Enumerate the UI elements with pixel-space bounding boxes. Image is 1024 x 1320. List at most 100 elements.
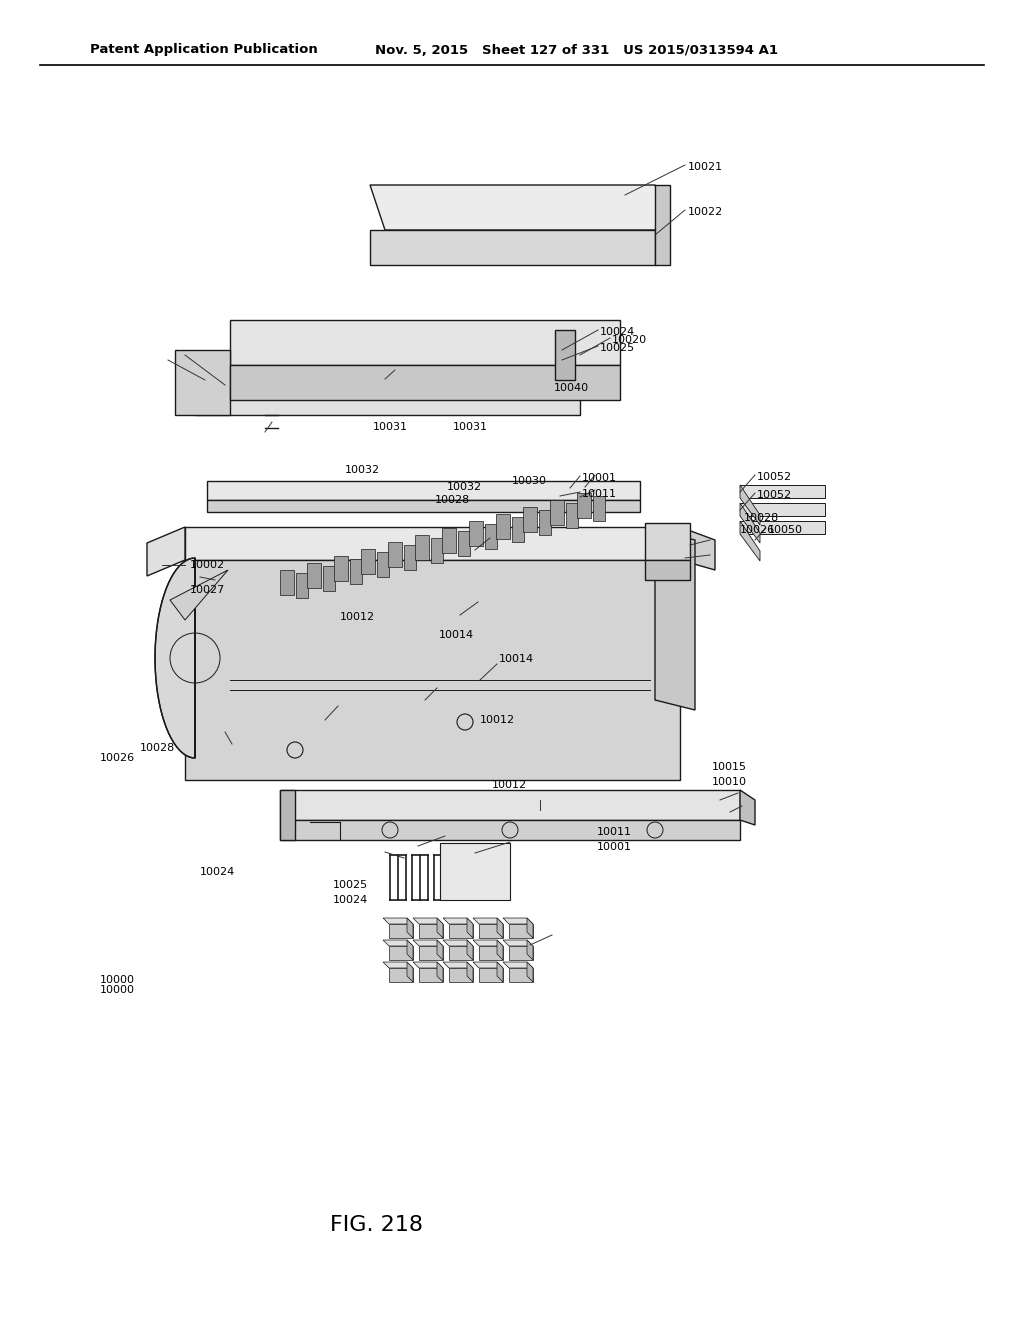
Text: 10031: 10031 <box>373 422 408 432</box>
Polygon shape <box>497 917 503 939</box>
Polygon shape <box>383 962 413 968</box>
Text: 10012: 10012 <box>480 715 515 725</box>
Polygon shape <box>645 523 690 560</box>
Polygon shape <box>431 539 443 564</box>
Polygon shape <box>655 185 670 265</box>
Polygon shape <box>442 528 456 553</box>
Text: 10010: 10010 <box>712 777 746 787</box>
Polygon shape <box>566 503 578 528</box>
Text: 10000: 10000 <box>100 975 135 985</box>
Polygon shape <box>280 820 740 840</box>
Polygon shape <box>655 531 695 710</box>
Polygon shape <box>740 484 825 498</box>
Polygon shape <box>280 789 295 840</box>
Text: 10031: 10031 <box>453 422 488 432</box>
Polygon shape <box>440 843 510 900</box>
Polygon shape <box>407 962 413 982</box>
Polygon shape <box>419 968 443 982</box>
Text: 10028: 10028 <box>140 743 175 752</box>
Polygon shape <box>370 230 655 265</box>
Text: FIG. 218: FIG. 218 <box>330 1214 423 1236</box>
Text: 10025: 10025 <box>600 343 635 352</box>
Text: 10011: 10011 <box>582 488 617 499</box>
Polygon shape <box>437 917 443 939</box>
Polygon shape <box>370 185 670 230</box>
Polygon shape <box>740 521 760 561</box>
Text: 10001: 10001 <box>582 473 617 483</box>
Polygon shape <box>503 962 534 968</box>
Polygon shape <box>195 370 580 414</box>
Polygon shape <box>467 940 473 960</box>
Polygon shape <box>377 552 389 577</box>
Polygon shape <box>155 558 195 758</box>
Polygon shape <box>225 535 655 775</box>
Polygon shape <box>503 917 534 924</box>
Polygon shape <box>323 566 335 591</box>
Text: 10024: 10024 <box>600 327 635 337</box>
Polygon shape <box>527 962 534 982</box>
Text: 10002: 10002 <box>190 560 225 570</box>
Polygon shape <box>497 940 503 960</box>
Polygon shape <box>740 521 825 535</box>
Polygon shape <box>383 917 413 924</box>
Text: 10012: 10012 <box>492 780 527 789</box>
Polygon shape <box>280 789 740 820</box>
Text: 10050: 10050 <box>768 525 803 535</box>
Polygon shape <box>509 946 534 960</box>
Text: 10011: 10011 <box>597 828 632 837</box>
Polygon shape <box>503 940 534 946</box>
Polygon shape <box>280 570 294 595</box>
Text: 10025: 10025 <box>333 880 368 890</box>
Polygon shape <box>593 496 605 521</box>
Polygon shape <box>443 962 473 968</box>
Text: 10022: 10022 <box>688 207 723 216</box>
Polygon shape <box>473 940 503 946</box>
Polygon shape <box>334 556 348 581</box>
Polygon shape <box>404 545 416 570</box>
Polygon shape <box>555 330 575 380</box>
Text: 10027: 10027 <box>190 585 225 595</box>
Polygon shape <box>175 350 230 414</box>
Polygon shape <box>550 500 564 525</box>
Polygon shape <box>207 480 640 500</box>
Polygon shape <box>185 527 680 560</box>
Text: 10032: 10032 <box>447 482 482 492</box>
Polygon shape <box>523 507 537 532</box>
Polygon shape <box>479 924 503 939</box>
Polygon shape <box>509 924 534 939</box>
Polygon shape <box>497 962 503 982</box>
Polygon shape <box>473 962 503 968</box>
Polygon shape <box>469 521 483 546</box>
Text: 10040: 10040 <box>554 383 589 393</box>
Polygon shape <box>207 500 640 512</box>
Polygon shape <box>740 503 825 516</box>
Polygon shape <box>185 560 680 780</box>
Polygon shape <box>419 946 443 960</box>
Text: 10026: 10026 <box>100 752 135 763</box>
Text: 10052: 10052 <box>757 490 793 500</box>
Text: 10024: 10024 <box>333 895 369 906</box>
Text: 10001: 10001 <box>597 842 632 851</box>
Polygon shape <box>443 917 473 924</box>
Polygon shape <box>307 564 321 587</box>
Polygon shape <box>383 940 413 946</box>
Polygon shape <box>485 524 497 549</box>
Polygon shape <box>740 789 755 825</box>
Text: 10030: 10030 <box>512 477 547 486</box>
Text: 10012: 10012 <box>340 612 375 622</box>
Polygon shape <box>527 917 534 939</box>
Polygon shape <box>479 946 503 960</box>
Polygon shape <box>467 962 473 982</box>
Polygon shape <box>740 503 760 543</box>
Text: 10052: 10052 <box>757 473 793 482</box>
Text: 10021: 10021 <box>688 162 723 172</box>
Polygon shape <box>230 366 620 400</box>
Polygon shape <box>389 924 413 939</box>
Polygon shape <box>413 962 443 968</box>
Polygon shape <box>296 573 308 598</box>
Polygon shape <box>740 484 760 525</box>
Polygon shape <box>350 558 362 583</box>
Polygon shape <box>496 513 510 539</box>
Polygon shape <box>230 319 620 366</box>
Text: 10024: 10024 <box>200 867 236 876</box>
